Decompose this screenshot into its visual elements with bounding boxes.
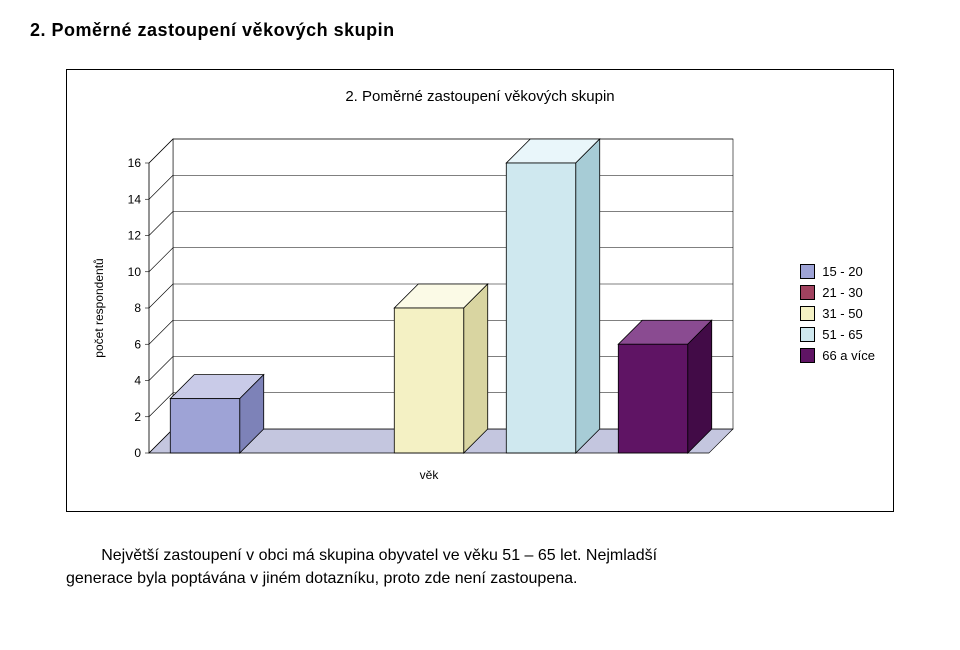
legend-item: 51 - 65 <box>800 327 875 342</box>
svg-text:12: 12 <box>128 229 142 243</box>
caption-line-1: Největší zastoupení v obci má skupina ob… <box>101 547 657 564</box>
legend-label: 66 a více <box>822 348 875 363</box>
svg-text:2: 2 <box>134 410 141 424</box>
chart-body: 0 2 4 6 8 10 12 14 16 věk počet respondentů 15 - 2… <box>85 129 875 497</box>
svg-text:0: 0 <box>134 446 141 460</box>
legend-label: 15 - 20 <box>822 264 862 279</box>
svg-text:14: 14 <box>128 192 142 206</box>
chart-plot-area: 0 2 4 6 8 10 12 14 16 věk počet respondentů <box>85 129 782 497</box>
chart-title: 2. Poměrné zastoupení věkových skupin <box>85 88 875 105</box>
legend-swatch <box>800 348 815 363</box>
legend-item: 66 a více <box>800 348 875 363</box>
svg-text:10: 10 <box>128 265 142 279</box>
svg-text:počet respondentů: počet respondentů <box>92 258 106 357</box>
chart-legend: 15 - 20 21 - 30 31 - 50 51 - 65 66 a více <box>800 258 875 369</box>
svg-text:věk: věk <box>420 468 440 482</box>
legend-label: 31 - 50 <box>822 306 862 321</box>
page-heading: 2. Poměrné zastoupení věkových skupin <box>30 20 930 41</box>
legend-swatch <box>800 327 815 342</box>
legend-label: 51 - 65 <box>822 327 862 342</box>
svg-text:8: 8 <box>134 301 141 315</box>
chart-container: 2. Poměrné zastoupení věkových skupin 0 2… <box>66 69 894 512</box>
legend-swatch <box>800 285 815 300</box>
chart-svg: 0 2 4 6 8 10 12 14 16 věk počet respondentů <box>85 129 743 497</box>
legend-swatch <box>800 306 815 321</box>
svg-text:6: 6 <box>134 337 141 351</box>
legend-item: 21 - 30 <box>800 285 875 300</box>
legend-item: 31 - 50 <box>800 306 875 321</box>
legend-label: 21 - 30 <box>822 285 862 300</box>
legend-item: 15 - 20 <box>800 264 875 279</box>
caption-line-2: generace byla poptávána v jiném dotazník… <box>66 570 577 587</box>
svg-text:16: 16 <box>128 156 142 170</box>
svg-text:4: 4 <box>134 374 141 388</box>
legend-swatch <box>800 264 815 279</box>
caption-paragraph: Největší zastoupení v obci má skupina ob… <box>66 544 894 590</box>
